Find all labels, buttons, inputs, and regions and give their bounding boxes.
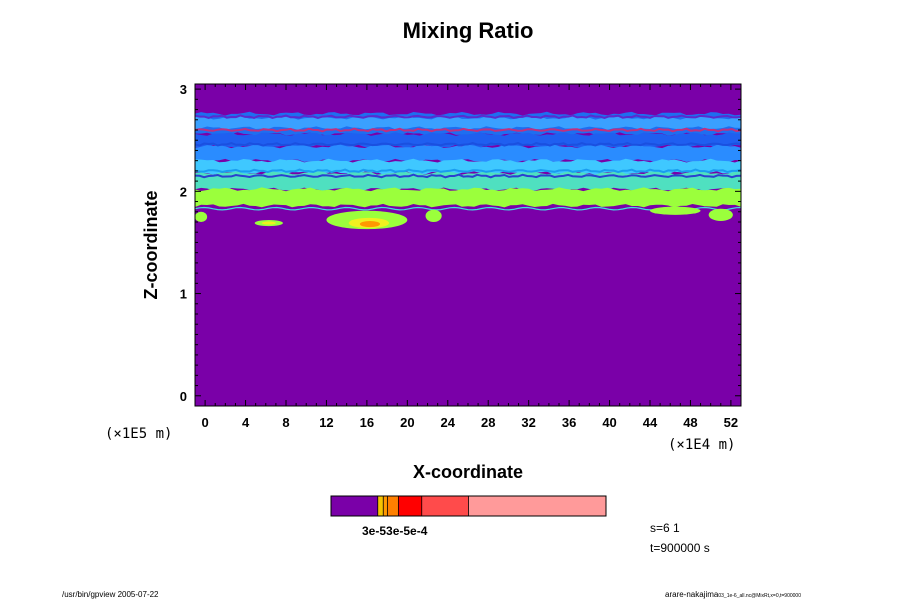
y-scale-label: (×1E5 m) xyxy=(105,426,172,442)
x-tick-label-48: 48 xyxy=(683,415,697,430)
colorbar-segment-4 xyxy=(398,496,422,516)
field-wisp-0 xyxy=(195,127,741,133)
x-axis-ticks: 0 4 8 12 16 20 24 28 32 36 40 44 48 52 xyxy=(201,84,738,430)
field-blob-4 xyxy=(261,221,276,225)
colorbar-segment-0 xyxy=(331,496,378,516)
x-tick-label-0: 0 xyxy=(201,415,208,430)
field-wisp-3 xyxy=(195,168,741,174)
field-wisp-4 xyxy=(195,141,741,147)
y-tick-label-3: 3 xyxy=(180,82,187,97)
colorbar-segment-6 xyxy=(468,496,606,516)
y-axis-label: Z-coordinate xyxy=(141,190,161,299)
field-band-1 xyxy=(195,115,741,130)
field-blob-8 xyxy=(195,211,208,222)
footer-right-main: arare-nakajima xyxy=(665,590,719,599)
field-wisp-1 xyxy=(195,114,741,120)
colorbar-segment-3 xyxy=(387,496,399,516)
footer-right: arare-nakajima03_1e-6_all.nc@MixRt,x=0,t… xyxy=(665,590,801,599)
info-line-1: s=6 1 xyxy=(650,521,680,535)
mixing-ratio-field xyxy=(195,84,741,406)
x-tick-label-20: 20 xyxy=(400,415,414,430)
field-blob-2 xyxy=(359,220,381,228)
x-tick-label-32: 32 xyxy=(521,415,535,430)
colorbar-label: 3e-53e-5e-4 xyxy=(362,524,428,538)
field-wisp-2 xyxy=(195,173,741,179)
field-blob-6 xyxy=(650,206,701,215)
field-band-5 xyxy=(195,171,741,192)
x-tick-label-12: 12 xyxy=(319,415,333,430)
y-tick-label-0: 0 xyxy=(180,389,187,404)
y-tick-label-1: 1 xyxy=(180,287,187,302)
colorbar-frame xyxy=(330,495,607,517)
field-blob-7 xyxy=(708,208,733,221)
y-tick-label-2: 2 xyxy=(180,184,187,199)
colorbar-segment-2 xyxy=(383,496,388,516)
x-scale-label: (×1E4 m) xyxy=(668,437,735,453)
colorbar-segment-5 xyxy=(421,496,469,516)
footer-right-sub: 03_1e-6_all.nc@MixRt,x=0,t=900000 xyxy=(718,593,801,599)
x-tick-label-4: 4 xyxy=(242,415,250,430)
x-tick-label-28: 28 xyxy=(481,415,495,430)
info-line-2: t=900000 s xyxy=(650,541,710,555)
x-tick-label-8: 8 xyxy=(282,415,289,430)
field-band-6 xyxy=(195,187,741,208)
field-band-lower-edge xyxy=(195,206,741,211)
chart-title: Mixing Ratio xyxy=(403,18,534,43)
field-band-3 xyxy=(195,144,741,163)
colorbar xyxy=(331,496,606,516)
x-tick-label-44: 44 xyxy=(643,415,658,430)
field-blob-5 xyxy=(425,209,442,222)
x-tick-label-24: 24 xyxy=(441,415,456,430)
colorbar-segment-1 xyxy=(377,496,384,516)
footer-left: /usr/bin/gpview 2005-07-22 xyxy=(62,590,159,599)
x-tick-label-52: 52 xyxy=(724,415,738,430)
x-tick-label-16: 16 xyxy=(360,415,374,430)
x-tick-label-36: 36 xyxy=(562,415,576,430)
x-tick-label-40: 40 xyxy=(602,415,616,430)
y-axis-ticks: 0 1 2 3 xyxy=(180,82,741,404)
x-axis-label: X-coordinate xyxy=(413,462,523,482)
field-layers xyxy=(195,84,741,406)
